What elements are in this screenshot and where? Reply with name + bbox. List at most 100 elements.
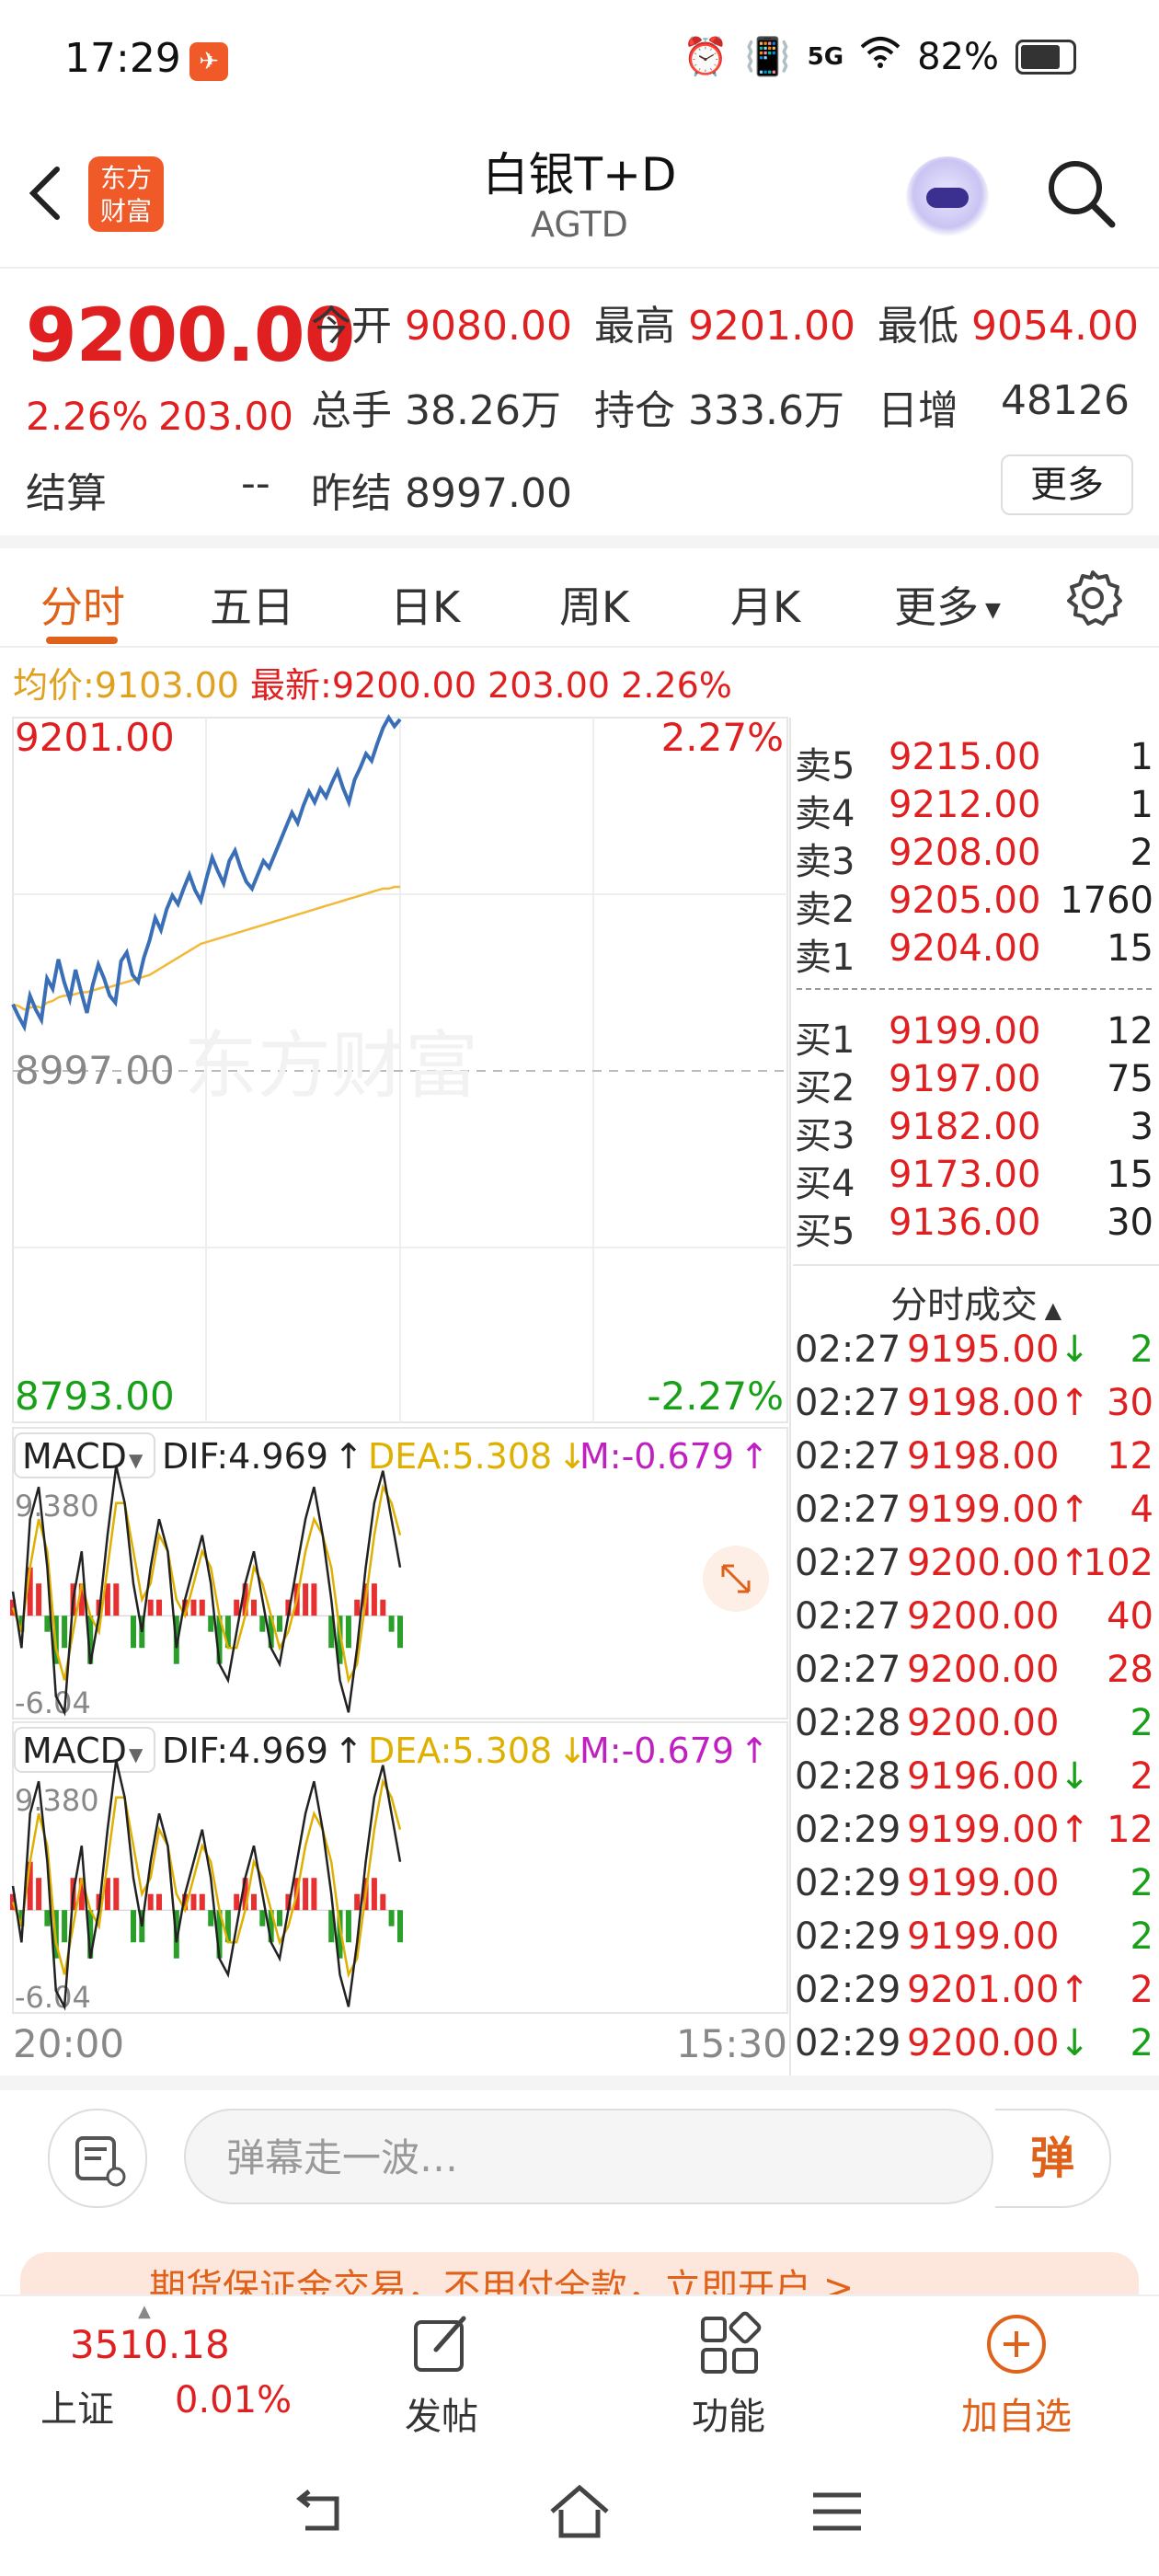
- danmu-toggle-button[interactable]: 弹: [995, 2109, 1111, 2208]
- macd-bar: [337, 1910, 343, 1959]
- arrow-up-icon: ↑: [1059, 1969, 1090, 2011]
- tab-five-day[interactable]: 五日: [210, 582, 294, 632]
- stat-daily-increase: 日增 48126: [878, 377, 1130, 434]
- trade-price: 9199.00↑: [907, 1809, 1090, 1851]
- intraday-chart[interactable]: 东方财富 9201.00 2.27% 8997.00 8793.00 -2.27…: [0, 714, 791, 2076]
- macd-bar: [277, 1910, 282, 1926]
- page-subtitle: AGTD: [531, 204, 628, 245]
- index-value[interactable]: 3510.18: [70, 2322, 230, 2367]
- caret-up-icon: ▲: [138, 2302, 151, 2321]
- tab-daily-k[interactable]: 日K: [390, 582, 461, 632]
- trade-row: 02:27 9199.00↑ 4: [793, 1489, 1153, 1542]
- menu-nav-icon[interactable]: [804, 2478, 870, 2545]
- macd-bar: [259, 1910, 266, 1926]
- trade-price: 9200.00: [907, 1649, 1060, 1691]
- trade-volume: 12: [1107, 1809, 1153, 1851]
- panel-divider: [789, 718, 791, 2076]
- tab-monthly-k[interactable]: 月K: [730, 582, 801, 632]
- trade-price: 9200.00↓: [907, 2022, 1090, 2064]
- function-button[interactable]: 功能: [683, 2311, 775, 2440]
- comment-list-button[interactable]: [48, 2109, 147, 2208]
- arrow-down-icon: ↓: [1059, 1755, 1090, 1798]
- macd-bar: [36, 1583, 42, 1616]
- trade-volume: 2: [1130, 1862, 1153, 1904]
- post-button[interactable]: 发帖: [396, 2311, 488, 2440]
- trades-list[interactable]: 02:27 9195.00↓ 2 02:27 9198.00↑ 30 02:27 9198.0…: [793, 1328, 1159, 2064]
- caret-down-icon: ▼: [129, 1449, 143, 1471]
- ask-row[interactable]: 卖2 9205.00 1760: [795, 880, 1153, 931]
- change-value: 203.00: [158, 394, 293, 439]
- gear-icon: [1067, 570, 1122, 626]
- tab-weekly-k[interactable]: 周K: [559, 582, 630, 632]
- macd-bar: [113, 1878, 120, 1911]
- arrow-up-icon: ↑: [1059, 1489, 1090, 1531]
- eastmoney-logo[interactable]: 东方 财富: [88, 156, 164, 232]
- bid-row[interactable]: 买2 9197.00 75: [795, 1058, 1153, 1110]
- expand-icon: [721, 1564, 751, 1593]
- macd-m: M:-0.679 ↑: [580, 1731, 769, 1771]
- macd-y-max: 9.380: [15, 1489, 99, 1524]
- danmu-input[interactable]: 弹幕走一波…: [184, 2109, 993, 2204]
- bid-row[interactable]: 买3 9182.00 3: [795, 1106, 1153, 1157]
- macd-bar: [224, 1616, 231, 1649]
- macd-bar: [277, 1616, 282, 1632]
- robot-assistant-icon[interactable]: [906, 156, 989, 239]
- macd-bar: [216, 1616, 223, 1664]
- macd-bar: [397, 1910, 403, 1943]
- macd-bar: [303, 1583, 309, 1616]
- macd-bar: [285, 1599, 292, 1616]
- bid-row[interactable]: 买1 9199.00 12: [795, 1010, 1153, 1062]
- macd-selector[interactable]: [14, 1432, 155, 1478]
- macd-bar: [311, 1583, 317, 1616]
- macd-dif-line: [11, 1466, 402, 1717]
- bid-row[interactable]: 买5 9136.00 30: [795, 1202, 1153, 1253]
- status-icons: ⏰ 📳 5G 82%: [683, 35, 1076, 78]
- comment-bar: 弹幕走一波… 弹: [0, 2076, 1159, 2208]
- vibrate-icon: 📳: [744, 36, 791, 78]
- tab-intraday[interactable]: 分时: [40, 582, 125, 632]
- macd-bar: [311, 1878, 317, 1911]
- ask-row[interactable]: 卖3 9208.00 2: [795, 832, 1153, 883]
- trade-row: 02:29 9199.00 2: [793, 1862, 1153, 1915]
- trade-price: 9199.00↑: [907, 1489, 1090, 1531]
- trades-header[interactable]: 分时成交 ▲: [889, 1284, 1062, 1327]
- add-watchlist-button[interactable]: 加自选: [947, 2311, 1085, 2440]
- macd-bar: [216, 1910, 223, 1959]
- back-nav-icon[interactable]: [285, 2478, 351, 2545]
- macd-y-max: 9.380: [15, 1783, 99, 1818]
- trade-time: 02:29: [795, 1862, 901, 1904]
- arrow-down-icon: ↓: [1059, 1328, 1090, 1371]
- macd-bar: [182, 1599, 189, 1616]
- macd-label: MACD: [22, 1731, 127, 1771]
- status-bar: 17:29 ✈ ⏰ 📳 5G 82%: [0, 0, 1159, 120]
- chart-settings-button[interactable]: [1063, 569, 1122, 638]
- macd-bar: [44, 1910, 51, 1926]
- battery-text: 82%: [917, 35, 999, 78]
- stat-low: 最低 9054.00: [878, 303, 1139, 350]
- macd-bar: [199, 1599, 205, 1616]
- chevron-left-icon: [29, 167, 60, 220]
- home-nav-icon[interactable]: [546, 2478, 613, 2545]
- ask-row[interactable]: 卖4 9212.00 1: [795, 784, 1153, 835]
- more-stats-button[interactable]: 更多: [1001, 454, 1133, 515]
- tab-more[interactable]: 更多 ▼: [894, 582, 1001, 632]
- price-line: [11, 714, 402, 1032]
- macd-bar: [251, 1599, 257, 1616]
- index-name[interactable]: 上证: [40, 2388, 114, 2431]
- trade-volume: 28: [1107, 1649, 1153, 1691]
- ask-row[interactable]: 卖5 9215.00 1: [795, 736, 1153, 788]
- bid-row[interactable]: 买4 9173.00 15: [795, 1154, 1153, 1205]
- macd-bar: [337, 1616, 343, 1664]
- ask-row[interactable]: 卖1 9204.00 15: [795, 927, 1153, 979]
- trade-row: 02:27 9198.00 12: [793, 1435, 1153, 1489]
- macd-selector[interactable]: [14, 1727, 155, 1773]
- macd-bar: [87, 1910, 94, 1959]
- macd-dea: DEA:5.308 ↓: [368, 1731, 587, 1771]
- back-button[interactable]: [22, 156, 77, 230]
- search-button[interactable]: [1044, 156, 1118, 230]
- macd-panel-1: MACD ▼ DIF:4.969 ↑ DEA:5.308 ↓ M:-0.679 ↑ 9…: [10, 1427, 788, 1720]
- macd-y-min: -6.04: [15, 1980, 91, 2015]
- stat-high: 最高 9201.00: [594, 303, 855, 350]
- trade-time: 02:27: [795, 1328, 901, 1371]
- index-change[interactable]: 0.01%: [175, 2379, 293, 2421]
